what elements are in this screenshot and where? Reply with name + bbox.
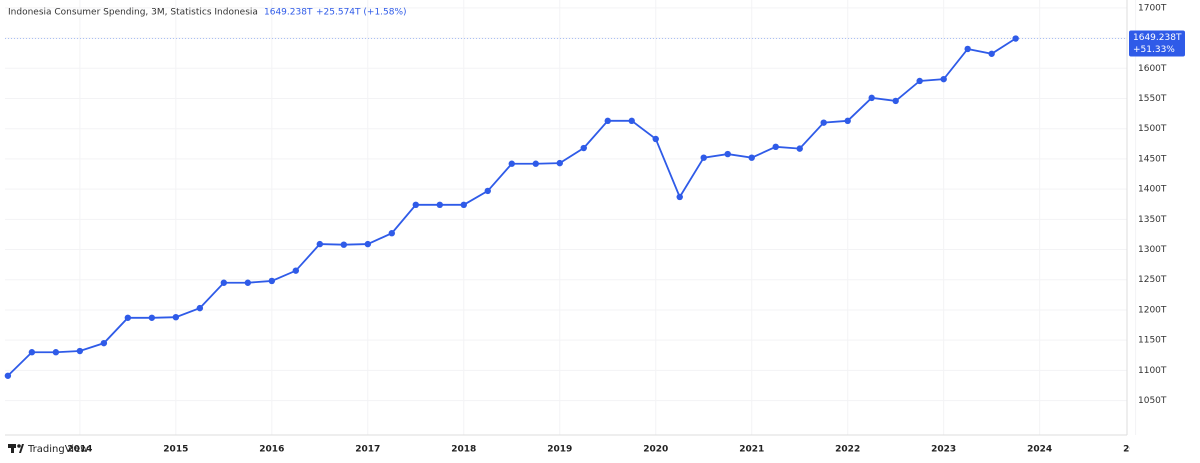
data-point [508, 160, 515, 167]
y-tick-label: 1250T [1138, 275, 1167, 285]
data-point [100, 339, 108, 347]
data-point [820, 119, 827, 126]
x-tick-label: 2022 [835, 445, 860, 455]
data-point [172, 313, 180, 321]
data-point [892, 97, 899, 105]
badge-change: +51.33% [1133, 45, 1175, 55]
plot [4, 35, 1019, 379]
data-point [292, 267, 300, 274]
y-tick-label: 1200T [1138, 305, 1167, 315]
x-tick-label: 2019 [547, 445, 572, 455]
data-point [220, 279, 228, 286]
data-point [484, 187, 491, 195]
data-point [52, 349, 60, 356]
data-point [988, 50, 995, 57]
y-tick-label: 1100T [1138, 366, 1167, 376]
data-point [700, 154, 707, 161]
data-point [772, 143, 779, 151]
data-point [964, 45, 971, 53]
data-point [844, 117, 851, 125]
x-tick-label: 2015 [163, 445, 188, 455]
x-tick-label: 2017 [355, 445, 380, 455]
y-tick-label: 1500T [1138, 124, 1167, 134]
data-point [916, 77, 923, 85]
y-tick-label: 1300T [1138, 245, 1167, 255]
x-tick-label: 2018 [451, 445, 476, 455]
data-point [28, 349, 36, 356]
data-point [940, 75, 947, 83]
data-point [124, 314, 132, 321]
data-point [388, 230, 395, 237]
data-point [676, 193, 683, 201]
data-point [316, 240, 324, 248]
data-point [340, 241, 348, 248]
data-point [868, 94, 875, 102]
x-tick-label: 2025 [1123, 445, 1148, 455]
data-point [580, 144, 587, 152]
data-point [364, 240, 372, 248]
data-point [796, 145, 803, 152]
data-point [652, 135, 659, 143]
y-tick-label: 1700T [1138, 3, 1167, 13]
data-point [628, 117, 635, 125]
y-tick-label: 1400T [1138, 185, 1167, 195]
y-tick-label: 1350T [1138, 215, 1167, 225]
data-point [268, 277, 276, 285]
brand: TradingView [27, 444, 88, 455]
price-badge [1129, 30, 1185, 57]
data-point [724, 150, 731, 158]
data-point [436, 201, 443, 209]
y-tick-label: 1050T [1138, 396, 1167, 406]
data-point [412, 201, 419, 209]
x-tick-label: 2024 [1027, 445, 1052, 455]
header-change: +25.574T (+1.58%) [316, 8, 407, 18]
data-point [460, 201, 467, 209]
badge-value: 1649.238T [1133, 33, 1182, 43]
x-tick-label: 2023 [931, 445, 956, 455]
data-point [76, 347, 84, 355]
x-tick-label: 2014 [67, 445, 92, 455]
data-point [1012, 35, 1019, 42]
x-tick-label: 2016 [259, 445, 284, 455]
x-axis: 2014 2015 2016 2017 2018 2019 2020 2021 2022 2023… [67, 445, 1148, 455]
data-point [556, 159, 563, 167]
y-tick-label: 1150T [1138, 336, 1167, 346]
y-tick-label: 1600T [1138, 64, 1167, 74]
brand-logo [8, 444, 24, 453]
data-point [4, 372, 12, 379]
data-point [196, 304, 204, 312]
x-tick-label: 2020 [643, 445, 668, 455]
chart-title: Indonesia Consumer Spending, 3M, Statist… [8, 8, 258, 18]
x-tick-label: 2021 [739, 445, 764, 455]
data-point [532, 160, 539, 167]
grid [5, 0, 1137, 435]
data-point [604, 117, 611, 125]
data-point [148, 314, 156, 321]
y-tick-label: 1550T [1138, 94, 1167, 104]
y-tick-label: 1450T [1138, 154, 1167, 164]
data-point [748, 154, 755, 161]
header-value: 1649.238T [264, 8, 313, 18]
data-point [244, 279, 252, 286]
